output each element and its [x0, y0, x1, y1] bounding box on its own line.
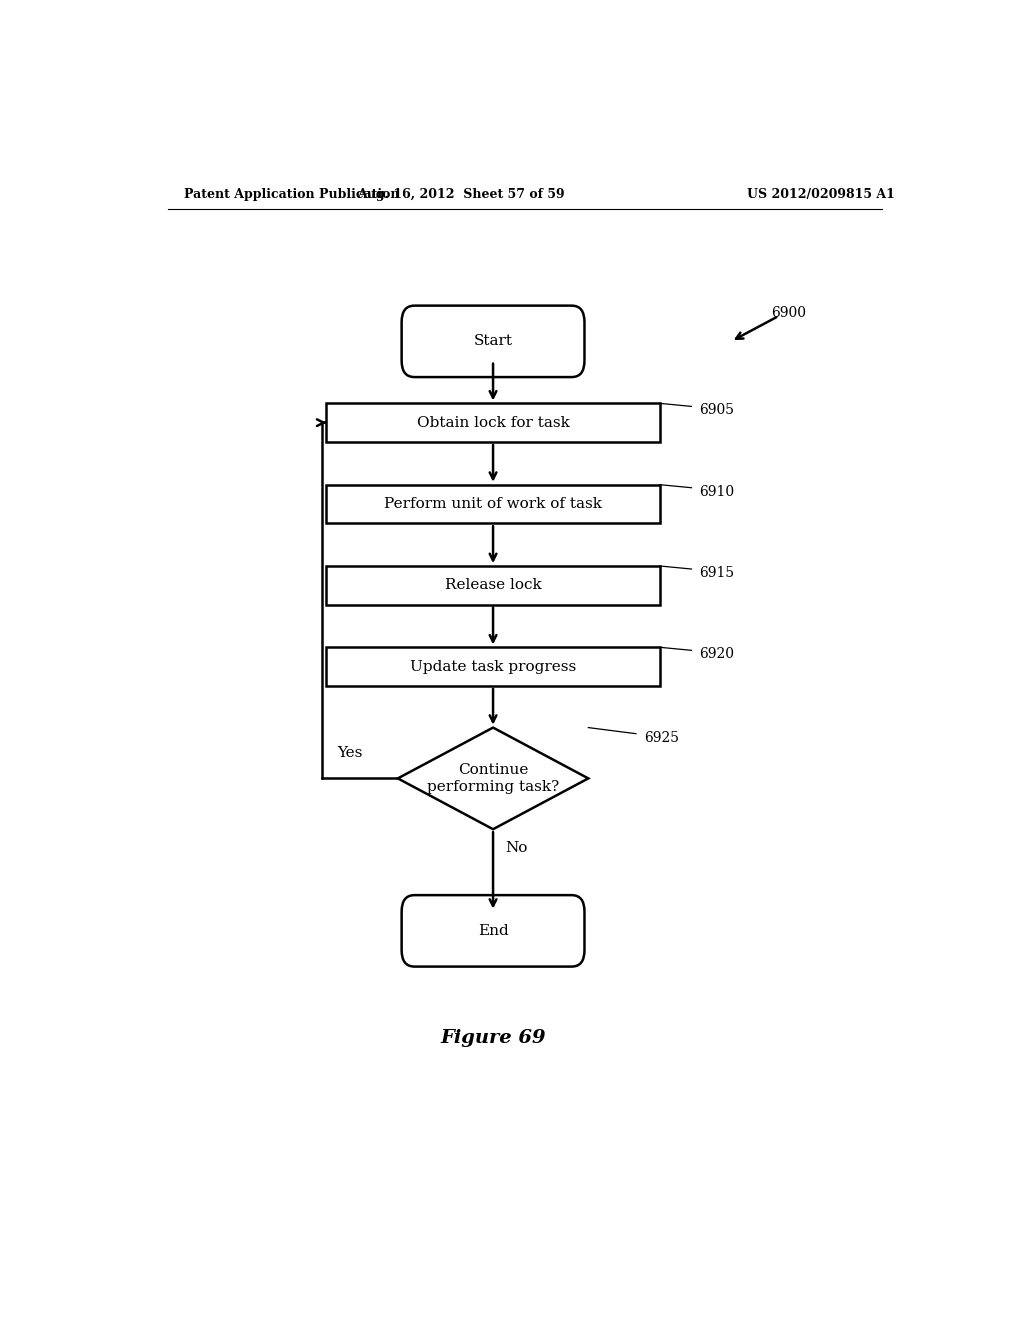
Text: 6910: 6910 [699, 484, 734, 499]
Polygon shape [397, 727, 588, 829]
Text: Obtain lock for task: Obtain lock for task [417, 416, 569, 430]
Text: Perform unit of work of task: Perform unit of work of task [384, 496, 602, 511]
Bar [327, 404, 659, 442]
Text: Start: Start [473, 334, 513, 348]
Bar [327, 484, 659, 523]
Text: 6905: 6905 [699, 404, 734, 417]
Text: No: No [505, 841, 527, 854]
Text: US 2012/0209815 A1: US 2012/0209815 A1 [748, 189, 895, 202]
Text: Aug. 16, 2012  Sheet 57 of 59: Aug. 16, 2012 Sheet 57 of 59 [357, 189, 565, 202]
FancyBboxPatch shape [401, 306, 585, 378]
Text: Patent Application Publication: Patent Application Publication [183, 189, 399, 202]
Bar [327, 647, 659, 686]
Text: Release lock: Release lock [444, 578, 542, 593]
Text: 6920: 6920 [699, 647, 734, 661]
Text: 6900: 6900 [771, 306, 806, 319]
Text: 6925: 6925 [644, 731, 679, 744]
Text: Update task progress: Update task progress [410, 660, 577, 673]
Text: 6915: 6915 [699, 566, 734, 579]
Text: End: End [477, 924, 509, 939]
FancyBboxPatch shape [401, 895, 585, 966]
Text: Continue
performing task?: Continue performing task? [427, 763, 559, 793]
Text: Figure 69: Figure 69 [440, 1028, 546, 1047]
Bar [327, 566, 659, 605]
Text: Yes: Yes [337, 746, 362, 760]
